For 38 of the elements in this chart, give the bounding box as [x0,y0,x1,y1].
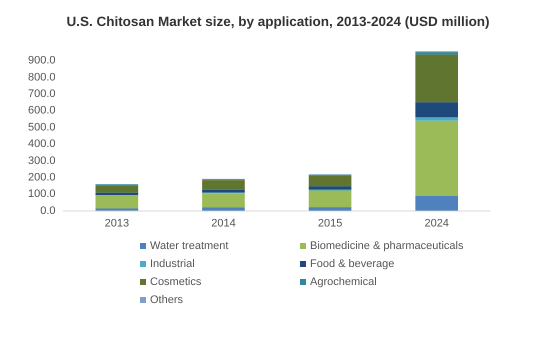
bar [96,192,138,196]
bar [415,102,458,118]
bar [415,196,458,211]
y-tick-label: 100.0 [28,188,56,200]
legend-label: Biomedicine & pharmaceuticals [309,240,464,252]
bar [308,186,352,190]
y-tick-label: 600.0 [28,104,56,117]
legend-label: Cosmetics [149,276,202,288]
bar [415,117,458,121]
bar [415,120,458,196]
bar [202,180,245,190]
bar [202,193,245,208]
bar [202,207,245,211]
bar [415,52,458,55]
legend-label: Water treatment [149,240,230,252]
legend-label: Food & beverage [309,258,396,270]
y-tick-label: 800.0 [28,71,56,84]
bar [308,207,352,211]
bar [308,176,352,186]
y-tick-label: 200.0 [28,171,56,184]
y-tick-label: 900.0 [28,54,56,67]
bar [96,185,138,193]
bar [96,196,138,208]
y-tick-label: 400.0 [28,138,56,150]
y-tick-label: 300.0 [28,154,56,167]
y-tick-label: 500.0 [28,121,56,134]
bar [415,54,458,102]
x-tick-label: 2015 [318,217,342,230]
chart-title: U.S. Chitosan Market size, by application, 2013-2024 (USD million) [65,14,491,29]
legend-label: Agrochemical [309,276,378,288]
bar [308,190,352,208]
x-tick-label: 2014 [211,217,236,230]
x-tick-label: 2013 [104,217,130,230]
y-tick-label: 700.0 [28,88,56,100]
legend-label: Others [149,294,184,306]
legend-label: Industrial [149,258,196,270]
x-tick-label: 2024 [424,217,449,230]
y-tick-label: 0.0 [40,204,56,217]
